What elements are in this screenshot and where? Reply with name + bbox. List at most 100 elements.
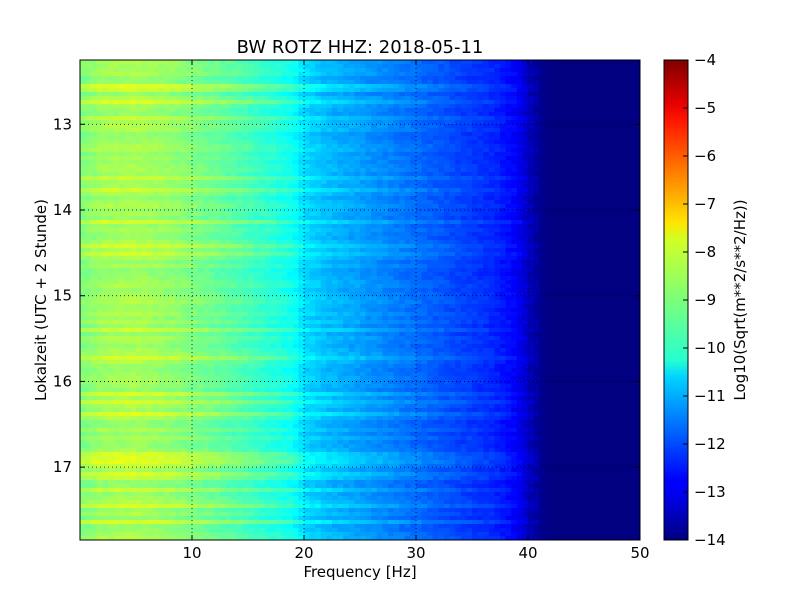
heatmap-cell bbox=[544, 212, 551, 217]
heatmap-cell bbox=[236, 112, 243, 117]
heatmap-cell bbox=[505, 96, 512, 101]
heatmap-cell bbox=[388, 92, 395, 97]
heatmap-cell bbox=[276, 68, 283, 73]
heatmap-cell bbox=[584, 256, 591, 261]
heatmap-cell bbox=[382, 136, 389, 141]
heatmap-cell bbox=[236, 152, 243, 157]
heatmap-cell bbox=[326, 96, 333, 101]
heatmap-cell bbox=[399, 132, 406, 137]
heatmap-cell bbox=[393, 164, 400, 169]
heatmap-cell bbox=[281, 220, 288, 225]
heatmap-cell bbox=[612, 244, 619, 249]
heatmap-cell bbox=[589, 128, 596, 133]
heatmap-cell bbox=[141, 220, 148, 225]
heatmap-cell bbox=[438, 156, 445, 161]
heatmap-cell bbox=[533, 196, 540, 201]
heatmap-cell bbox=[600, 244, 607, 249]
heatmap-cell bbox=[466, 236, 473, 241]
heatmap-cell bbox=[220, 104, 227, 109]
heatmap-cell bbox=[556, 124, 563, 129]
heatmap-cell bbox=[388, 228, 395, 233]
heatmap-cell bbox=[287, 80, 294, 85]
heatmap-cell bbox=[505, 84, 512, 89]
heatmap-cell bbox=[455, 216, 462, 221]
heatmap-cell bbox=[483, 236, 490, 241]
heatmap-cell bbox=[533, 76, 540, 81]
heatmap-cell bbox=[584, 236, 591, 241]
heatmap-cell bbox=[399, 128, 406, 133]
heatmap-cell bbox=[242, 148, 249, 153]
heatmap-cell bbox=[96, 124, 103, 129]
heatmap-cell bbox=[208, 232, 215, 237]
heatmap-cell bbox=[298, 228, 305, 233]
heatmap-cell bbox=[612, 200, 619, 205]
heatmap-cell bbox=[220, 168, 227, 173]
heatmap-cell bbox=[192, 244, 199, 249]
heatmap-cell bbox=[438, 196, 445, 201]
heatmap-cell bbox=[360, 76, 367, 81]
heatmap-cell bbox=[460, 180, 467, 185]
heatmap-cell bbox=[567, 176, 574, 181]
heatmap-cell bbox=[595, 156, 602, 161]
heatmap-cell bbox=[169, 200, 176, 205]
heatmap-cell bbox=[197, 104, 204, 109]
heatmap-cell bbox=[124, 104, 131, 109]
heatmap-cell bbox=[634, 184, 640, 189]
heatmap-cell bbox=[488, 140, 495, 145]
heatmap-cell bbox=[96, 220, 103, 225]
heatmap-cell bbox=[119, 172, 126, 177]
heatmap-cell bbox=[494, 208, 501, 213]
heatmap-cell bbox=[259, 100, 266, 105]
heatmap-cell bbox=[589, 88, 596, 93]
heatmap-cell bbox=[147, 172, 154, 177]
heatmap-cell bbox=[264, 252, 271, 257]
heatmap-cell bbox=[158, 80, 165, 85]
heatmap-cell bbox=[119, 116, 126, 121]
heatmap-cell bbox=[371, 248, 378, 253]
heatmap-cell bbox=[584, 188, 591, 193]
heatmap-cell bbox=[477, 220, 484, 225]
heatmap-cell bbox=[80, 224, 87, 229]
heatmap-cell bbox=[421, 236, 428, 241]
heatmap-cell bbox=[595, 244, 602, 249]
heatmap-cell bbox=[410, 140, 417, 145]
heatmap-cell bbox=[455, 148, 462, 153]
heatmap-cell bbox=[203, 220, 210, 225]
heatmap-cell bbox=[371, 224, 378, 229]
heatmap-cell bbox=[80, 204, 87, 209]
heatmap-cell bbox=[449, 244, 456, 249]
heatmap-cell bbox=[589, 92, 596, 97]
heatmap-cell bbox=[460, 192, 467, 197]
heatmap-cell bbox=[315, 220, 322, 225]
heatmap-cell bbox=[388, 204, 395, 209]
heatmap-cell bbox=[404, 220, 411, 225]
heatmap-cell bbox=[432, 68, 439, 73]
heatmap-cell bbox=[410, 76, 417, 81]
heatmap-cell bbox=[393, 160, 400, 165]
heatmap-cell bbox=[192, 136, 199, 141]
heatmap-cell bbox=[382, 80, 389, 85]
heatmap-cell bbox=[264, 72, 271, 77]
heatmap-cell bbox=[488, 132, 495, 137]
heatmap-cell bbox=[348, 132, 355, 137]
heatmap-cell bbox=[186, 240, 193, 245]
heatmap-cell bbox=[180, 140, 187, 145]
heatmap-cell bbox=[259, 200, 266, 205]
heatmap-cell bbox=[539, 92, 546, 97]
heatmap-cell bbox=[528, 232, 535, 237]
heatmap-cell bbox=[326, 80, 333, 85]
heatmap-cell bbox=[365, 132, 372, 137]
heatmap-cell bbox=[466, 224, 473, 229]
heatmap-cell bbox=[432, 208, 439, 213]
heatmap-cell bbox=[326, 256, 333, 261]
heatmap-cell bbox=[382, 212, 389, 217]
heatmap-cell bbox=[220, 180, 227, 185]
heatmap-cell bbox=[298, 244, 305, 249]
heatmap-cell bbox=[376, 100, 383, 105]
heatmap-cell bbox=[600, 188, 607, 193]
heatmap-cell bbox=[399, 116, 406, 121]
heatmap-cell bbox=[130, 88, 137, 93]
heatmap-cell bbox=[152, 68, 159, 73]
heatmap-cell bbox=[337, 80, 344, 85]
heatmap-cell bbox=[455, 72, 462, 77]
